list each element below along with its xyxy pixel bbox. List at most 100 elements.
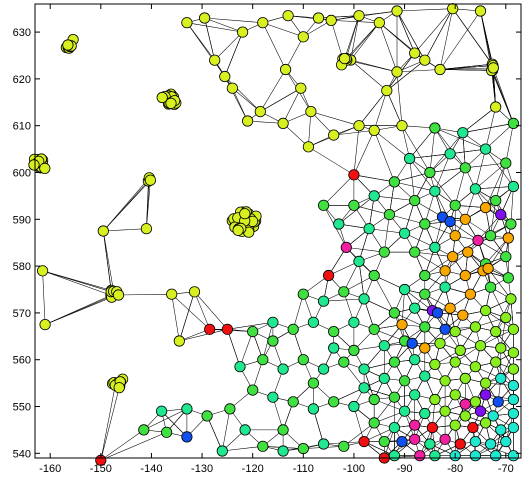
graph-node xyxy=(487,62,499,74)
graph-edge xyxy=(404,200,415,234)
graph-node xyxy=(232,224,244,236)
graph-edge xyxy=(485,123,514,150)
graph-node xyxy=(277,445,289,457)
graph-edge xyxy=(454,167,466,206)
graph-node xyxy=(348,344,360,356)
graph-node xyxy=(507,450,520,462)
graph-node xyxy=(368,190,380,202)
graph-node xyxy=(328,325,340,338)
graph-node xyxy=(449,230,461,242)
graph-edge xyxy=(100,385,116,461)
graph-edge xyxy=(103,180,151,232)
graph-node xyxy=(328,342,340,354)
graph-node xyxy=(449,389,461,401)
graph-edge xyxy=(100,432,167,461)
graph-node xyxy=(257,17,269,29)
graph-node xyxy=(396,120,408,132)
graph-node xyxy=(297,442,309,455)
graph-node xyxy=(348,199,360,211)
graph-node xyxy=(234,361,246,373)
graph-edge xyxy=(344,15,360,59)
graph-edge xyxy=(462,106,496,133)
graph-node xyxy=(113,382,125,394)
graph-edge xyxy=(103,177,150,232)
graph-node xyxy=(507,407,520,420)
graph-node xyxy=(39,162,51,174)
graph-node xyxy=(396,318,408,331)
graph-edge xyxy=(323,174,355,206)
graph-node xyxy=(307,403,319,415)
graph-node xyxy=(181,431,193,443)
y-tick-label: 620 xyxy=(13,74,31,86)
graph-node xyxy=(484,438,497,450)
graph-node xyxy=(181,17,193,29)
graph-node xyxy=(112,289,125,301)
graph-node xyxy=(221,323,233,335)
graph-edge xyxy=(394,181,435,192)
graph-node xyxy=(457,309,469,321)
graph-edge xyxy=(260,87,301,112)
graph-node xyxy=(287,323,299,335)
graph-node xyxy=(396,435,408,448)
graph-node xyxy=(325,14,337,26)
graph-node xyxy=(381,85,393,97)
graph-node xyxy=(406,337,418,349)
graph-node xyxy=(469,450,481,462)
y-tick-label: 590 xyxy=(13,214,31,226)
graph-node xyxy=(500,157,512,169)
graph-edge xyxy=(439,67,494,70)
graph-edge xyxy=(143,408,188,431)
graph-edge xyxy=(409,158,436,192)
graph-node xyxy=(388,356,400,368)
graph-edge xyxy=(424,191,436,225)
graph-node xyxy=(495,342,507,354)
graph-node xyxy=(312,12,325,24)
graph-node xyxy=(479,377,492,389)
graph-edge xyxy=(227,329,241,367)
graph-node xyxy=(439,433,451,445)
graph-node xyxy=(487,410,499,422)
graph-edge xyxy=(179,291,195,342)
graph-edge xyxy=(485,106,496,150)
plot-frame xyxy=(34,3,522,459)
graph-edge xyxy=(424,8,453,61)
graph-edge xyxy=(260,69,286,112)
graph-node xyxy=(317,295,330,307)
graph-node xyxy=(424,166,436,179)
graph-edge xyxy=(480,329,514,346)
axis-ticks: -160 -150 -140 -130 -120 -110 -100 -90 -80 -70 540… xyxy=(13,4,521,475)
graph-edge xyxy=(414,8,453,54)
graph-edge xyxy=(374,195,415,201)
x-tick-label: -110 xyxy=(293,463,314,475)
graph-node xyxy=(434,63,446,76)
graph-node xyxy=(353,255,365,267)
graph-node xyxy=(492,396,504,408)
graph-edge xyxy=(394,172,430,183)
graph-node xyxy=(462,246,474,258)
graph-edge xyxy=(308,111,312,147)
graph-edge xyxy=(100,429,144,461)
graph-edge xyxy=(350,59,387,91)
x-tick-label: -100 xyxy=(343,463,365,475)
graph-node xyxy=(500,435,512,448)
graph-edge xyxy=(358,228,370,262)
x-tick-label: -90 xyxy=(397,463,413,475)
graph-node xyxy=(507,393,520,406)
graph-node xyxy=(181,403,193,415)
graph-edge xyxy=(439,65,493,70)
graph-node xyxy=(426,421,438,434)
graph-edge xyxy=(487,237,509,269)
graph-node xyxy=(472,234,484,246)
graph-node xyxy=(368,417,380,429)
graph-edge xyxy=(429,172,456,206)
graph-node xyxy=(165,97,177,109)
graph-node xyxy=(348,169,360,181)
graph-edge xyxy=(224,76,261,112)
graph-node xyxy=(398,283,411,296)
graph-node xyxy=(173,335,185,347)
graph-edge xyxy=(331,20,380,23)
y-tick-label: 540 xyxy=(13,448,31,460)
graph-node xyxy=(378,246,390,258)
graph-node xyxy=(490,356,502,368)
